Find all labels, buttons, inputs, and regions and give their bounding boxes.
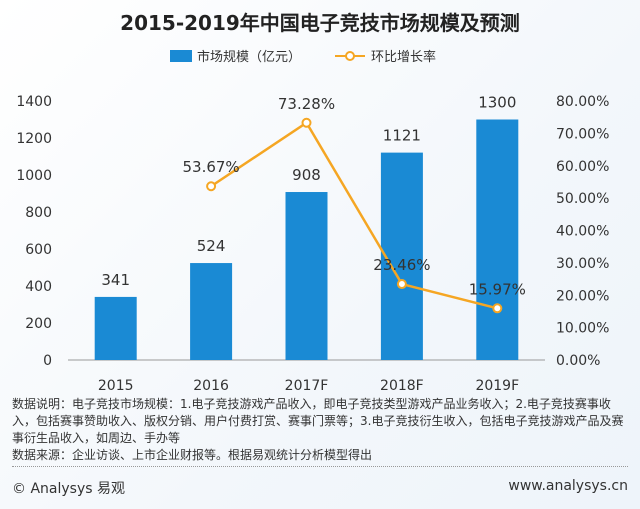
copyright: © Analysys 易观 xyxy=(12,481,125,497)
x-tick-label: 2016 xyxy=(193,378,229,394)
growth-value-label: 15.97% xyxy=(469,280,526,298)
growth-point xyxy=(206,181,217,192)
legend-line-marker xyxy=(345,51,355,61)
data-notes: 数据说明：电子竞技市场规模：1.电子竞技游戏产品收入，即电子竞技类型游戏产品业务… xyxy=(12,396,632,464)
bar-value-label: 908 xyxy=(292,166,321,184)
y-left-tick-label: 800 xyxy=(25,205,52,221)
bar-value-label: 1121 xyxy=(383,127,421,145)
legend-bar-swatch xyxy=(170,50,192,62)
growth-value-label: 73.28% xyxy=(278,95,335,113)
x-tick-label: 2015 xyxy=(98,378,134,394)
growth-value-label: 23.46% xyxy=(373,256,430,274)
growth-point xyxy=(301,117,312,128)
bar-value-label: 524 xyxy=(197,237,226,255)
growth-point xyxy=(492,303,503,314)
growth-line xyxy=(210,120,498,310)
x-tick-label: 2017F xyxy=(285,378,329,394)
bar xyxy=(476,119,519,360)
bar-value-label: 1300 xyxy=(478,94,516,112)
data-description: 数据说明：电子竞技市场规模：1.电子竞技游戏产品收入，即电子竞技类型游戏产品业务… xyxy=(12,397,624,445)
y-right-tick-label: 10.00% xyxy=(556,321,609,337)
bar xyxy=(94,296,137,360)
website-url: www.analysys.cn xyxy=(508,478,628,494)
y-left-tick-label: 1200 xyxy=(16,131,52,147)
y-right-tick-label: 20.00% xyxy=(556,288,609,304)
y-right-tick-label: 40.00% xyxy=(556,224,609,240)
bar-value-label: 341 xyxy=(101,271,130,289)
bar xyxy=(190,263,233,360)
x-tick-label: 2018F xyxy=(380,378,424,394)
y-right-tick-label: 30.00% xyxy=(556,256,609,272)
y-left-tick-label: 1000 xyxy=(16,168,52,184)
legend-line-label: 环比增长率 xyxy=(371,49,436,65)
y-left-tick-label: 600 xyxy=(25,242,52,258)
bar xyxy=(285,192,328,360)
y-left-tick-label: 0 xyxy=(43,353,52,369)
chart-title: 2015-2019年中国电子竞技市场规模及预测 xyxy=(120,11,520,35)
growth-point xyxy=(396,279,407,290)
y-right-tick-label: 70.00% xyxy=(556,126,609,142)
data-source: 数据来源：企业访谈、上市企业财报等。根据易观统计分析模型得出 xyxy=(12,448,373,462)
y-left-tick-label: 400 xyxy=(25,279,52,295)
legend-bar-label: 市场规模（亿元） xyxy=(197,49,301,65)
y-left-tick-label: 1400 xyxy=(16,94,52,110)
growth-value-label: 53.67% xyxy=(182,158,239,176)
y-right-tick-label: 80.00% xyxy=(556,94,609,110)
y-right-tick-label: 0.00% xyxy=(556,353,600,369)
chart: 2015-2019年中国电子竞技市场规模及预测 市场规模（亿元） 环比增长率 0… xyxy=(16,11,609,394)
bar xyxy=(380,152,423,360)
y-right-tick-label: 60.00% xyxy=(556,159,609,175)
y-right-tick-label: 50.00% xyxy=(556,191,609,207)
divider xyxy=(12,466,628,467)
legend: 市场规模（亿元） 环比增长率 xyxy=(170,49,436,65)
x-tick-label: 2019F xyxy=(475,378,519,394)
y-left-tick-label: 200 xyxy=(25,316,52,332)
